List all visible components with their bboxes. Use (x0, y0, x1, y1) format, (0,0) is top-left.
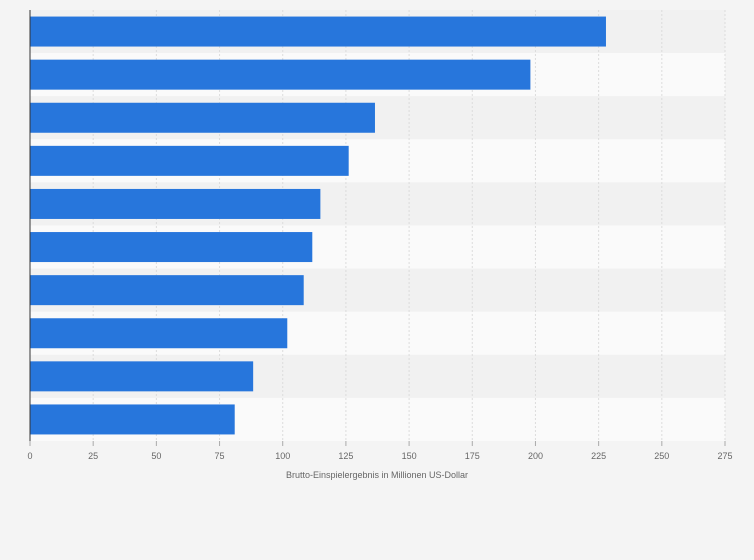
bars (30, 16, 606, 435)
x-tick-label: 75 (215, 451, 225, 461)
x-tick-label: 250 (654, 451, 669, 461)
x-tick-label: 25 (88, 451, 98, 461)
x-tick-label: 150 (402, 451, 417, 461)
bar[interactable] (30, 145, 349, 176)
bar[interactable] (30, 318, 288, 349)
bar[interactable] (30, 188, 321, 219)
x-axis-title: Brutto-Einspielergebnis in Millionen US-… (286, 470, 468, 480)
axis (29, 10, 726, 446)
x-tick-label: 200 (528, 451, 543, 461)
bar[interactable] (30, 275, 304, 306)
x-tick-label: 100 (275, 451, 290, 461)
x-tick-label: 0 (27, 451, 32, 461)
bar[interactable] (30, 361, 254, 392)
bar[interactable] (30, 404, 235, 435)
x-tick-label: 125 (338, 451, 353, 461)
x-tick-label: 275 (717, 451, 732, 461)
x-tick-label: 175 (465, 451, 480, 461)
x-tick-labels: 0 25 50 75 100 125 150 175 200 225 250 275 (27, 451, 732, 461)
bar[interactable] (30, 232, 313, 263)
bar[interactable] (30, 102, 375, 133)
x-tick-label: 50 (151, 451, 161, 461)
bar[interactable] (30, 59, 531, 90)
x-tick-label: 225 (591, 451, 606, 461)
bar[interactable] (30, 16, 606, 47)
